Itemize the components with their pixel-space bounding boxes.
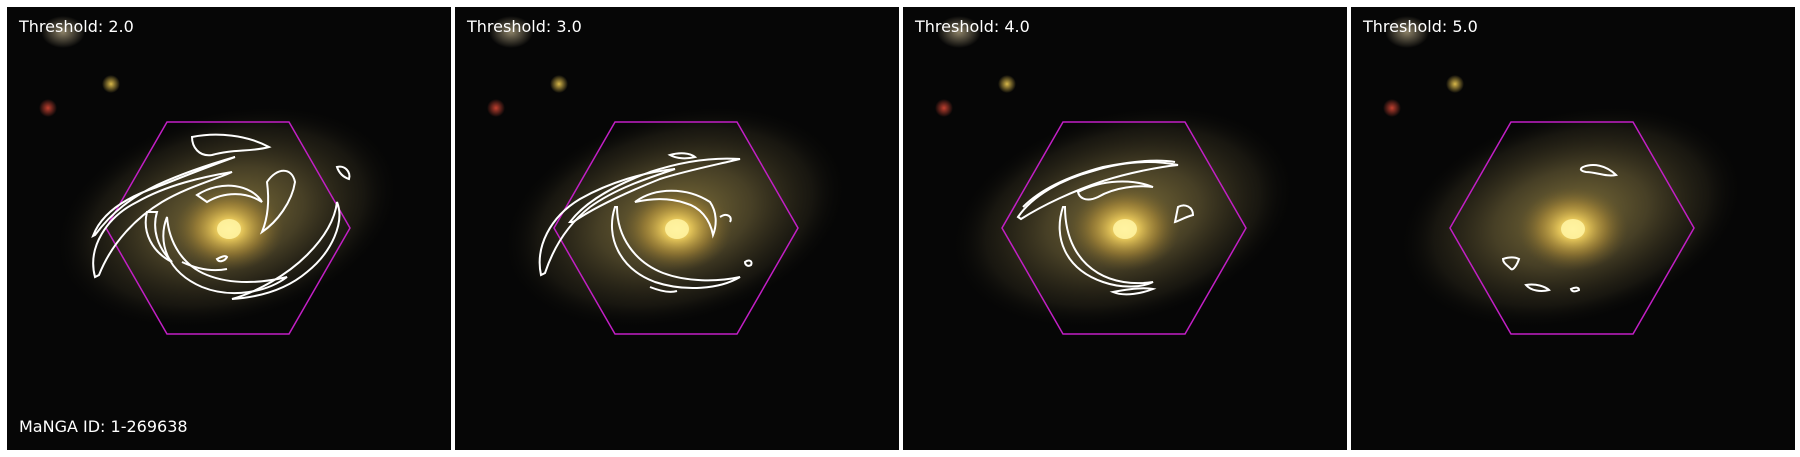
contour-line (92, 171, 233, 279)
background-star (935, 99, 953, 117)
ifu-hexagon (1449, 121, 1695, 335)
panel-threshold-3: Threshold: 3.0 (455, 7, 899, 450)
contour-line (1022, 159, 1176, 208)
contour-line (1569, 286, 1581, 293)
contour-line (667, 152, 698, 160)
contour-line (215, 255, 229, 263)
threshold-label: Threshold: 3.0 (467, 17, 582, 36)
background-star (550, 75, 568, 93)
galaxy-nucleus (1561, 219, 1585, 239)
contour-set (91, 133, 351, 300)
contour-line (181, 261, 228, 272)
contour-line (743, 259, 753, 267)
contour-line (231, 201, 341, 300)
contour-line (190, 133, 272, 157)
background-star (1446, 75, 1464, 93)
galaxy-image (903, 7, 1347, 450)
contour-line (259, 169, 297, 235)
manga-id-label: MaNGA ID: 1-269638 (19, 417, 188, 436)
contour-line (91, 156, 236, 239)
panel-threshold-5: Threshold: 5.0 (1351, 7, 1795, 450)
threshold-label: Threshold: 5.0 (1363, 17, 1478, 36)
galaxy-nucleus (217, 219, 241, 239)
background-star (41, 16, 85, 48)
background-star (1385, 16, 1429, 48)
contour-line (335, 165, 351, 181)
galaxy-nucleus (665, 219, 689, 239)
contour-set (1016, 159, 1195, 296)
panel-threshold-2: Threshold: 2.0 MaNGA ID: 1-269638 (7, 7, 451, 450)
contour-line (1579, 164, 1619, 177)
contour-line (1524, 283, 1551, 292)
background-star (1383, 99, 1401, 117)
contour-set (1501, 164, 1619, 293)
background-star (102, 75, 120, 93)
threshold-label: Threshold: 4.0 (915, 17, 1030, 36)
contour-line (195, 184, 263, 204)
contour-line (567, 157, 741, 223)
panel-threshold-4: Threshold: 4.0 (903, 7, 1347, 450)
galaxy-image (1351, 7, 1795, 450)
contour-line (1076, 180, 1154, 201)
contour-set (538, 152, 753, 293)
contour-line (634, 189, 717, 239)
galaxy-nucleus (1113, 219, 1137, 239)
contour-line (1173, 204, 1195, 224)
contour-line (610, 206, 741, 290)
ifu-hexagon (1001, 121, 1247, 335)
background-star (39, 99, 57, 117)
contour-line (649, 286, 678, 293)
contour-line (144, 211, 173, 263)
galaxy-image (455, 7, 899, 450)
contour-line (1058, 206, 1154, 288)
ifu-hexagon (553, 121, 799, 335)
background-star (998, 75, 1016, 93)
contour-line (1109, 287, 1157, 296)
background-star (937, 16, 981, 48)
threshold-label: Threshold: 2.0 (19, 17, 134, 36)
contour-line (719, 213, 732, 223)
background-star (487, 99, 505, 117)
background-star (489, 16, 533, 48)
contour-line (538, 168, 676, 277)
contour-line (1501, 256, 1521, 271)
galaxy-image (7, 7, 451, 450)
